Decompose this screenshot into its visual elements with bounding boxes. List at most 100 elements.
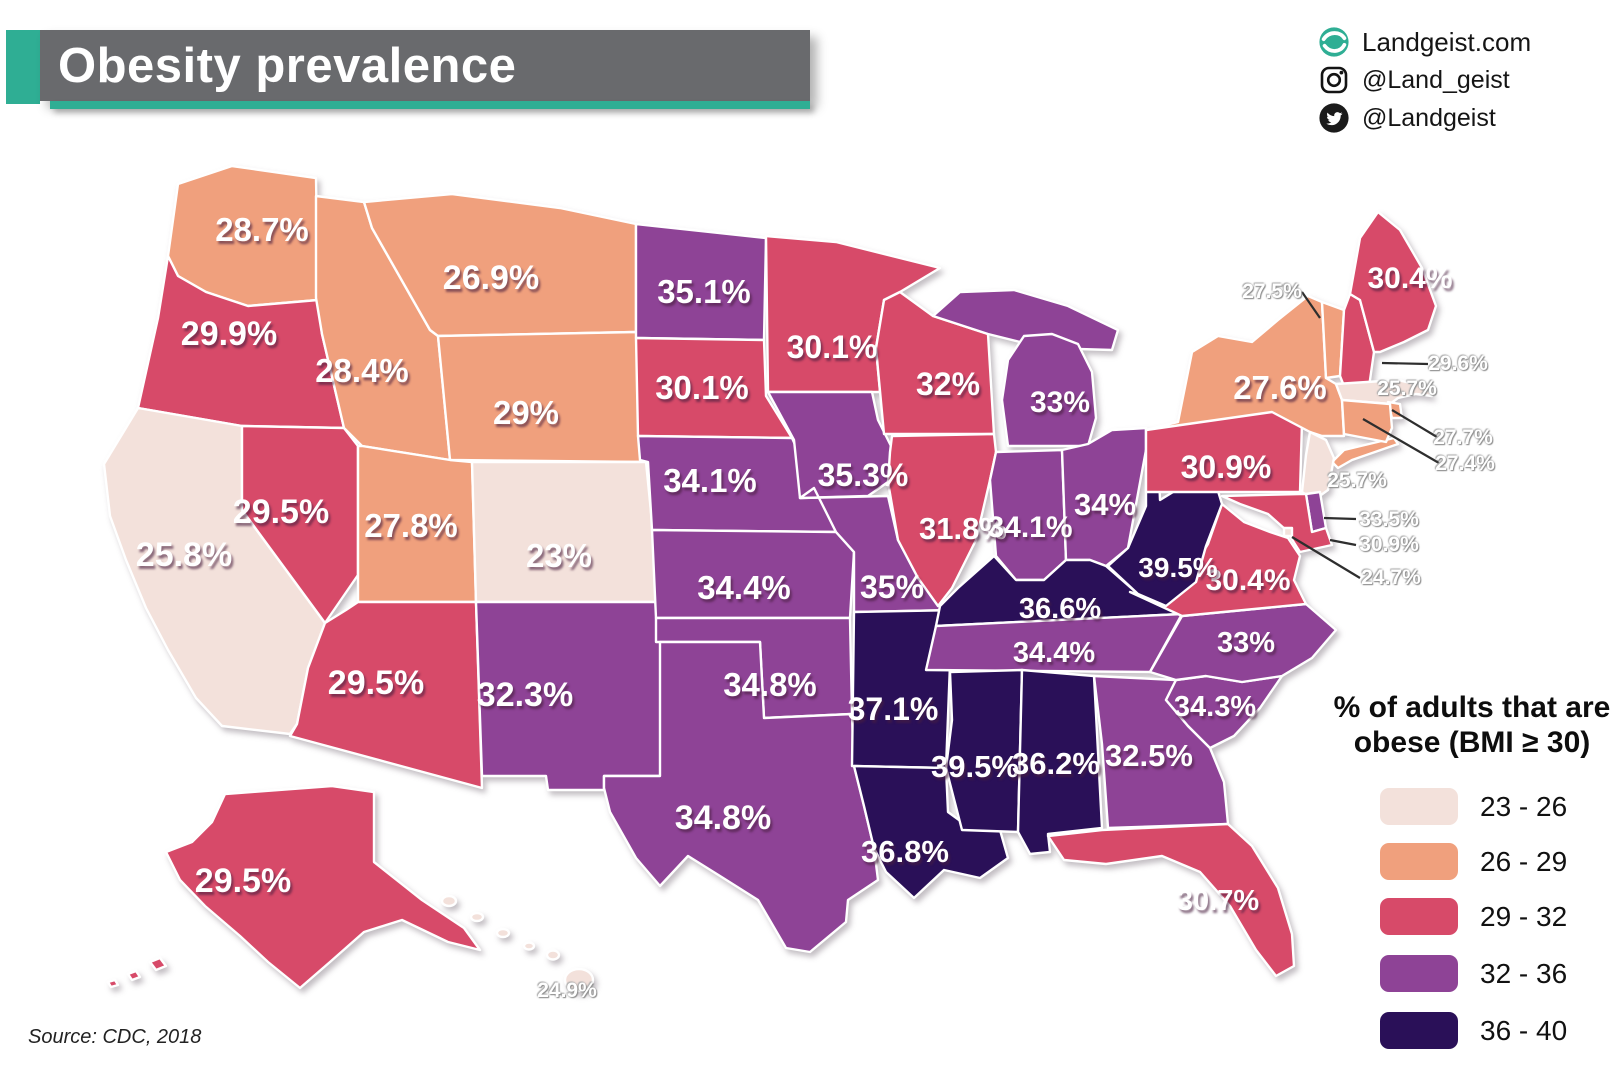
state-florida [1046,822,1296,978]
website-text: Landgeist.com [1362,26,1532,57]
value-label-ok: 34.8% [723,666,817,703]
value-label-fl: 30.7% [1177,885,1259,917]
value-label-ma: 25.7% [1377,377,1437,400]
value-label-ks: 34.4% [697,569,791,606]
value-label-mn: 30.1% [787,329,878,365]
banner-accent-bar [6,30,40,104]
value-label-mi: 33% [1030,386,1090,419]
value-label-hi: 24.9% [537,979,597,1002]
callout-line-washington-dc [1291,536,1361,579]
legend-title-line1: % of adults that are [1333,691,1611,724]
twitter-handle-text: @Landgeist [1362,103,1496,132]
state-alaska [164,784,482,990]
value-label-ut: 27.8% [364,507,458,544]
state-alaska-aleutians-3 [106,978,120,989]
legend-title: % of adults that are obese (BMI ≥ 30) [1300,690,1624,760]
globe-icon [1319,27,1349,57]
value-label-tx: 34.8% [675,799,771,837]
value-label-wi: 32% [916,366,980,402]
source-note: Source: CDC, 2018 [28,1026,202,1048]
value-label-ne: 34.1% [663,462,757,499]
state-hawaii-big-island [563,967,595,993]
legend-swatch-29-32 [1380,898,1458,935]
value-label-mo: 35% [860,569,924,605]
legend-label-32-36: 32 - 36 [1480,957,1568,989]
value-label-oh: 34% [1074,487,1136,522]
callout-line-maryland [1329,538,1357,547]
value-label-ia: 35.3% [818,457,909,493]
state-kansas [650,528,856,620]
value-label-wy: 29% [493,394,559,431]
state-south-dakota [634,336,794,440]
value-label-me: 30.4% [1367,262,1452,295]
state-hawaii-molokai [495,927,511,939]
value-label-pa: 30.9% [1181,449,1272,485]
instagram-icon [1320,66,1348,94]
value-label-ny: 27.6% [1233,369,1327,406]
state-colorado [470,460,662,604]
legend-label-29-32: 29 - 32 [1480,900,1568,932]
value-label-il: 31.8% [919,511,1007,546]
value-label-sd: 30.1% [655,369,749,406]
state-value-labels: 28.7%29.9%25.8%29.5%28.4%26.9%29%27.8%23… [136,211,1495,1002]
value-label-id: 28.4% [315,352,409,389]
state-louisiana [852,764,1010,900]
legend-row-36-40: 36 - 40 [1380,1012,1567,1049]
state-alaska-aleutians-2 [126,969,142,982]
branding-instagram-row: @Land_geist [1318,64,1531,96]
state-district-of-columbia [1282,526,1294,538]
value-label-md: 30.9% [1359,533,1419,556]
branding-twitter-row: @Landgeist [1318,102,1531,134]
legend-row-26-29: 26 - 29 [1380,843,1567,880]
legend-row-29-32: 29 - 32 [1380,898,1567,935]
legend-label-26-29: 26 - 29 [1480,845,1568,877]
branding-website-row: Landgeist.com [1318,26,1531,58]
value-label-ct: 27.4% [1435,452,1495,475]
value-label-wv: 39.5% [1138,552,1217,583]
state-new-york [1144,294,1346,438]
legend-label-23-26: 23 - 26 [1480,790,1568,822]
state-michigan-upper [931,288,1120,352]
value-label-nd: 35.1% [657,273,751,310]
twitter-icon [1319,103,1349,133]
callout-line-vermont [1301,291,1321,319]
banner-underline [50,101,810,109]
legend-swatch-26-29 [1380,843,1458,880]
value-label-nh: 29.6% [1428,352,1488,375]
callout-line-delaware [1323,516,1357,521]
value-label-mt: 26.9% [443,259,539,297]
page-title: Obesity prevalence [58,38,517,93]
legend-swatch-23-26 [1380,788,1458,825]
value-label-ak: 29.5% [195,862,291,900]
state-maryland [1220,492,1334,554]
state-maine [1348,210,1438,354]
state-hawaii-lanai [522,941,536,951]
value-label-in: 34.1% [987,511,1072,544]
state-new-york-long-island [1330,436,1400,470]
value-label-nj: 25.7% [1327,469,1387,492]
value-label-de: 33.5% [1359,508,1419,531]
value-label-tn: 34.4% [1013,637,1095,669]
instagram-handle-text: @Land_geist [1362,65,1510,94]
value-label-ar: 37.1% [848,691,939,727]
callout-line-new-hampshire [1381,361,1429,366]
value-label-al: 36.2% [1012,746,1100,781]
value-label-ga: 32.5% [1105,738,1193,773]
legend-row-32-36: 32 - 36 [1380,955,1567,992]
callout-line-connecticut [1362,418,1440,464]
value-label-sc: 34.3% [1174,691,1256,723]
legend-swatch-36-40 [1380,1012,1458,1049]
country-shapes [102,164,1438,993]
value-label-nm: 32.3% [477,676,573,714]
callout-lines [1291,291,1440,579]
state-illinois [886,432,998,608]
value-label-wa: 28.7% [215,211,309,248]
state-alabama [1016,668,1104,856]
legend-label-36-40: 36 - 40 [1480,1014,1568,1046]
value-label-la: 36.8% [861,834,949,869]
state-hawaii-oahu [469,911,485,923]
callout-line-rhode-island [1391,409,1438,438]
legend-row-23-26: 23 - 26 [1380,788,1567,825]
value-label-ms: 39.5% [931,749,1019,784]
